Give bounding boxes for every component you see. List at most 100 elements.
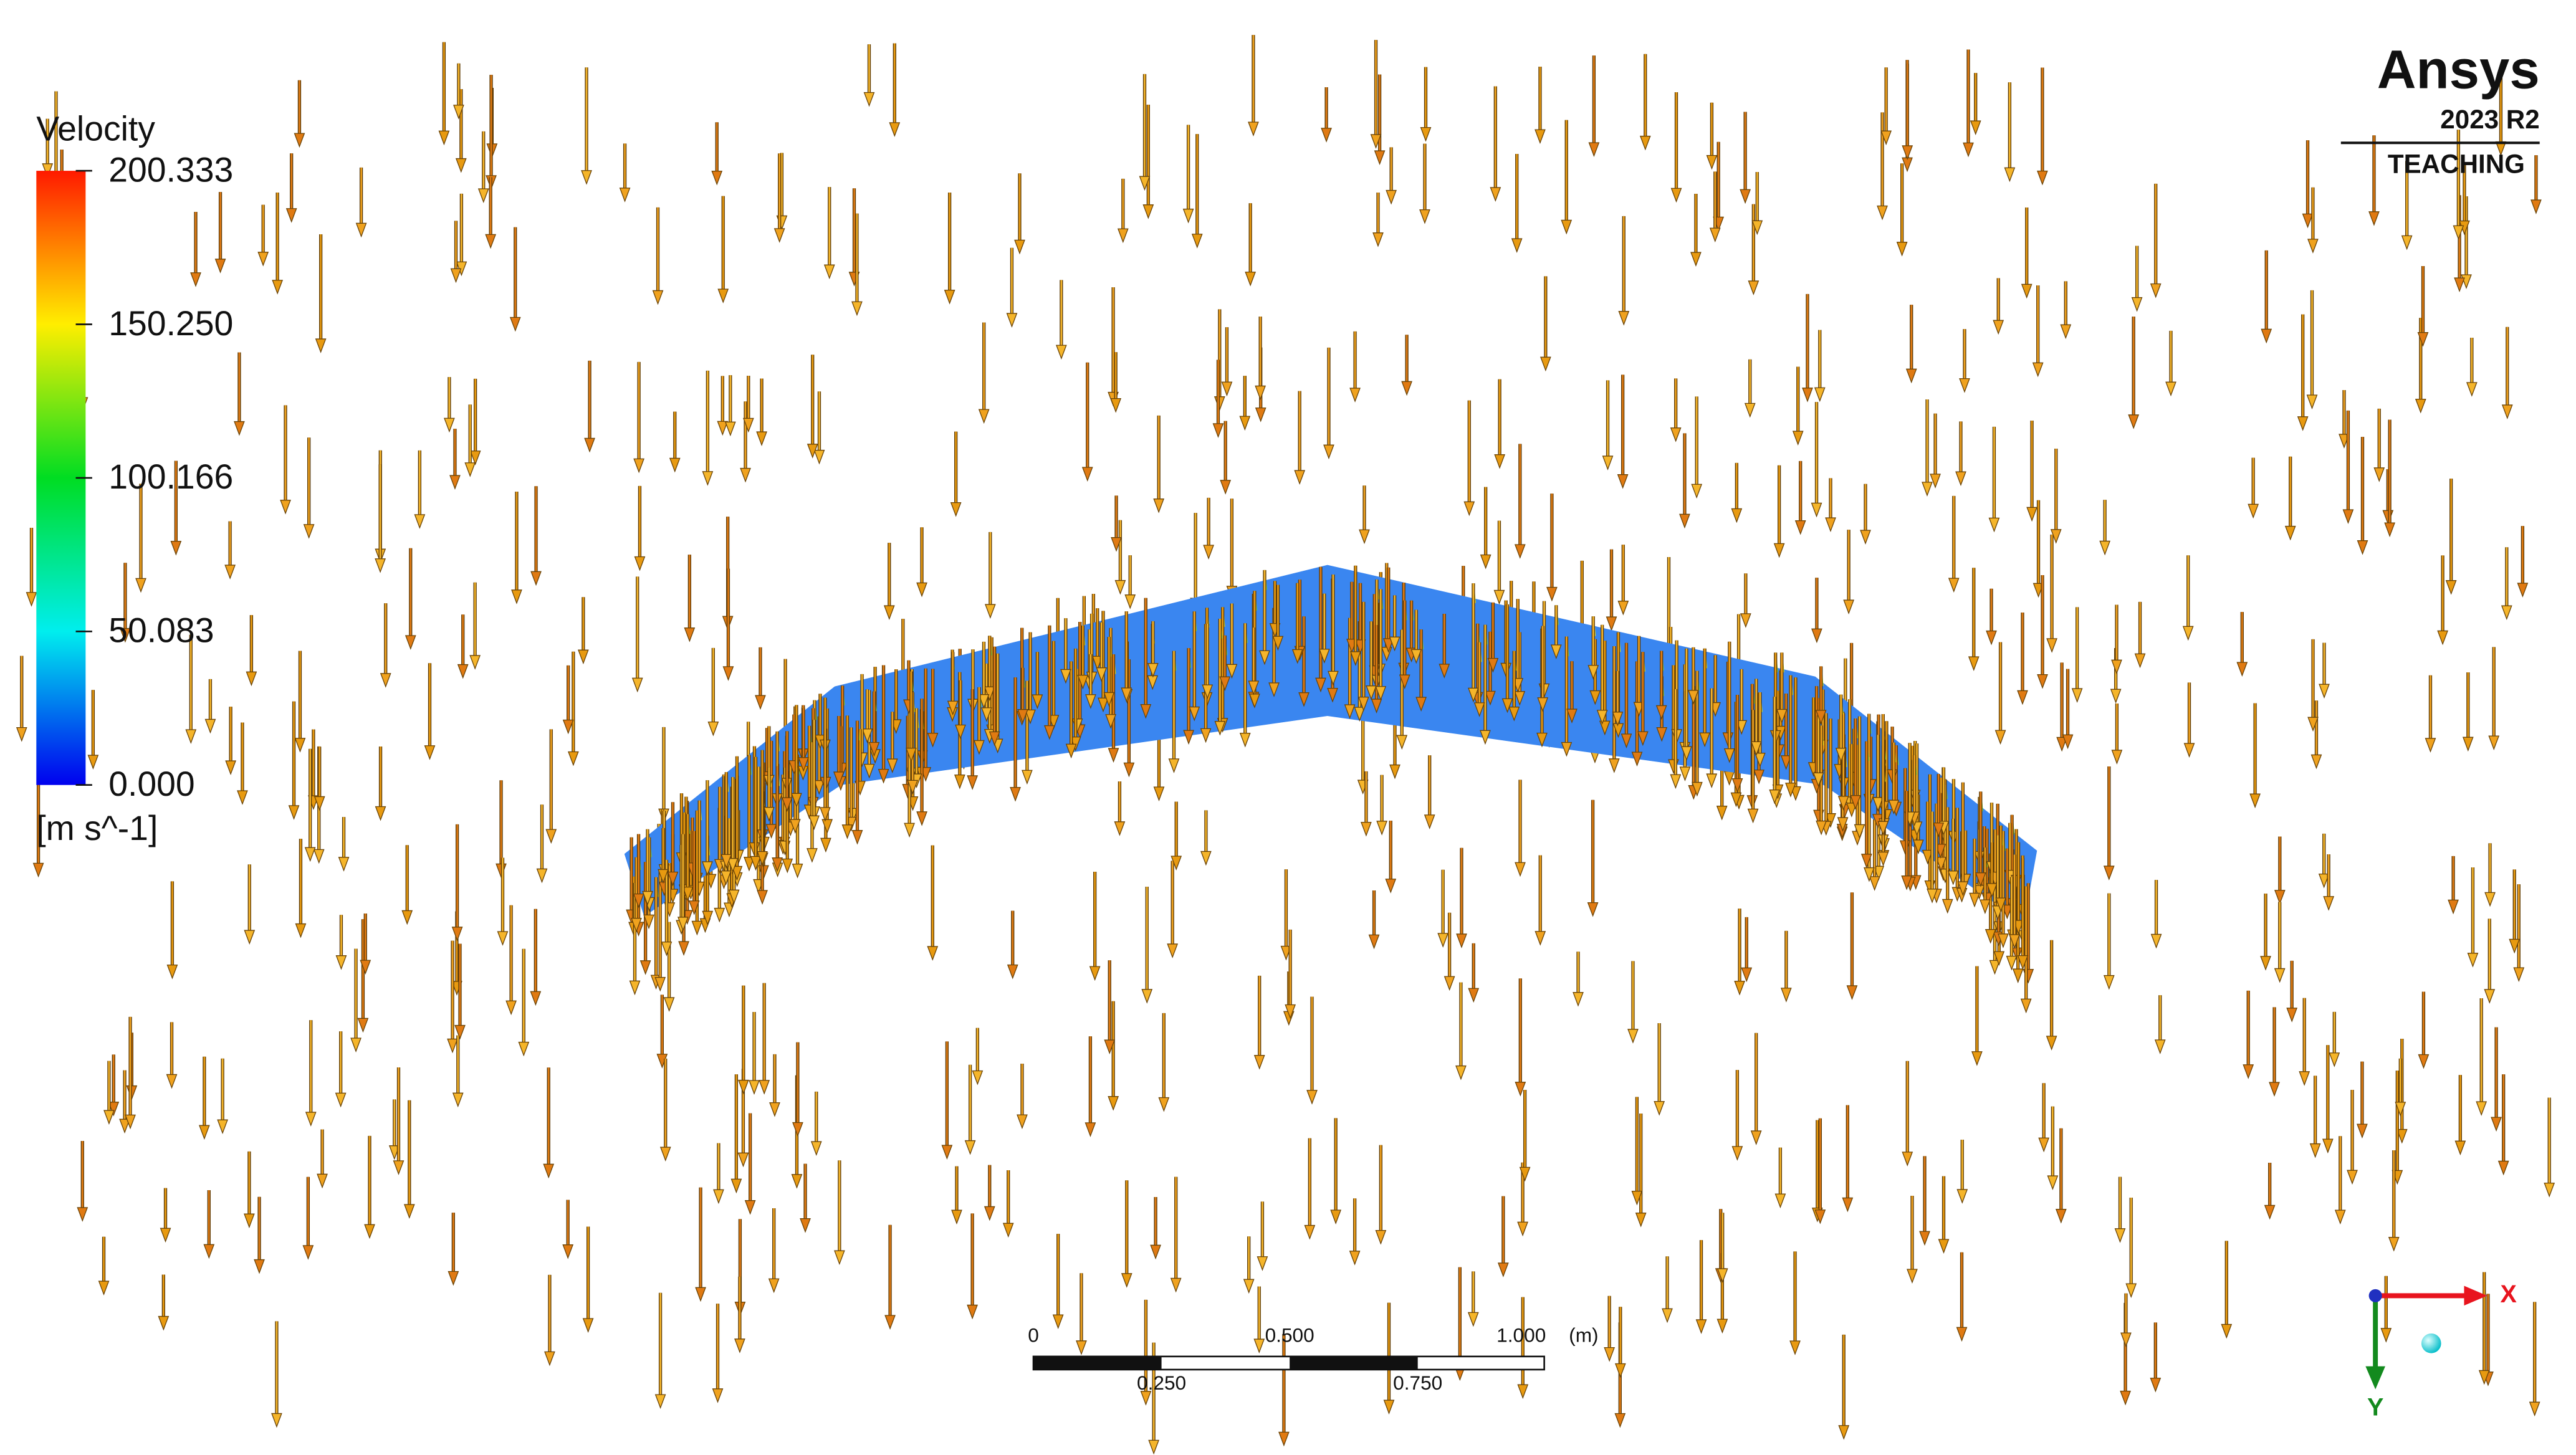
velocity-vector: [2062, 669, 2074, 750]
velocity-vector: [447, 940, 458, 1054]
vector-head: [978, 409, 990, 424]
vector-head: [158, 1315, 170, 1331]
velocity-vector: [800, 1163, 811, 1233]
velocity-vector: [449, 429, 461, 490]
vector-head: [2382, 510, 2394, 525]
velocity-vector: [1948, 495, 1960, 593]
velocity-vector: [667, 802, 679, 887]
vector-head: [2319, 684, 2330, 699]
velocity-vector: [244, 1151, 255, 1229]
vector-head: [1880, 130, 1892, 146]
vector-head: [1517, 1384, 1529, 1400]
velocity-vector: [1794, 460, 1806, 535]
velocity-vector: [1539, 276, 1551, 372]
velocity-vector: [2125, 1197, 2137, 1299]
vector-head: [2264, 1205, 2276, 1220]
velocity-vector: [355, 167, 367, 238]
velocity-vector: [1494, 379, 1505, 469]
vector-head: [1617, 601, 1629, 616]
velocity-vector: [2491, 1027, 2502, 1132]
vector-head: [820, 837, 831, 853]
velocity-vector: [1294, 391, 1306, 485]
vector-head: [2009, 934, 2021, 949]
vector-head: [1291, 649, 1303, 664]
vector-head: [1278, 1431, 1290, 1447]
vector-head: [1487, 657, 1499, 673]
vector-head: [654, 976, 666, 992]
vector-head: [160, 1228, 171, 1243]
vector-head: [224, 565, 236, 580]
vector-head: [1919, 1231, 1930, 1246]
vector-head: [1596, 710, 1608, 725]
legend-label: 100.166: [108, 457, 233, 496]
velocity-vector: [2060, 281, 2072, 340]
vector-head: [1599, 720, 1611, 736]
vector-head: [2368, 211, 2380, 226]
velocity-vector: [841, 715, 853, 839]
vector-head: [916, 582, 927, 598]
velocity-vector: [1349, 565, 1361, 666]
vector-head: [1679, 513, 1690, 529]
vector-head: [1588, 142, 1600, 157]
velocity-vector: [1750, 679, 1762, 756]
vector-head: [1970, 120, 1981, 136]
velocity-vector: [815, 694, 826, 750]
velocity-vector: [1734, 909, 1745, 996]
velocity-vector: [633, 361, 644, 474]
vector-head: [1318, 649, 1330, 664]
vector-head: [663, 997, 675, 1012]
velocity-vector: [2347, 1090, 2358, 1185]
legend-label: 200.333: [108, 150, 233, 189]
velocity-vector: [1048, 641, 1060, 730]
vector-head: [631, 918, 642, 933]
velocity-vector: [285, 153, 297, 223]
velocity-vector: [1706, 688, 1718, 789]
vector-head: [713, 1189, 724, 1205]
vector-head: [1415, 697, 1427, 712]
vector-head: [166, 1074, 178, 1089]
vector-head: [984, 1206, 995, 1221]
vector-head: [861, 728, 873, 743]
velocity-vector: [1139, 74, 1151, 191]
velocity-vector: [1382, 567, 1394, 653]
velocity-vector: [403, 1100, 415, 1219]
vector-head: [1306, 1090, 1318, 1105]
vector-head: [1751, 220, 1763, 236]
velocity-vector: [2264, 1163, 2276, 1220]
vector-head: [1734, 980, 1745, 996]
velocity-vector: [1123, 659, 1135, 778]
vector-head: [712, 1388, 724, 1403]
vector-head: [1814, 1209, 1826, 1224]
vector-head: [1877, 821, 1889, 836]
vector-head: [405, 635, 416, 650]
vector-head: [2497, 1160, 2509, 1176]
vector-head: [315, 338, 327, 353]
velocity-vector: [1085, 1036, 1096, 1137]
vector-head: [244, 1213, 255, 1229]
vector-head: [199, 1125, 210, 1140]
vector-head: [1631, 751, 1643, 767]
velocity-vector: [834, 1160, 845, 1266]
velocity-vector: [1006, 247, 1018, 328]
vector-head: [1150, 1244, 1161, 1260]
vector-head: [1602, 456, 1614, 470]
velocity-vector: [1877, 112, 1888, 221]
vector-head: [2071, 688, 2083, 704]
vector-head: [2150, 283, 2162, 298]
vector-head: [2037, 170, 2048, 186]
vector-head: [237, 790, 248, 805]
velocity-vector: [562, 665, 574, 735]
velocity-vector: [1750, 1033, 1762, 1145]
vector-head: [543, 1163, 555, 1179]
velocity-vector: [807, 355, 818, 459]
velocity-vector: [1933, 774, 1945, 837]
vector-head: [2060, 324, 2072, 340]
velocity-vector: [305, 1020, 317, 1127]
velocity-vector: [1880, 67, 1892, 146]
velocity-vector: [1780, 930, 1792, 1003]
velocity-vector: [335, 915, 347, 970]
velocity-vector: [199, 1056, 210, 1140]
vector-head: [1248, 680, 1260, 695]
velocity-vector: [1599, 641, 1611, 736]
